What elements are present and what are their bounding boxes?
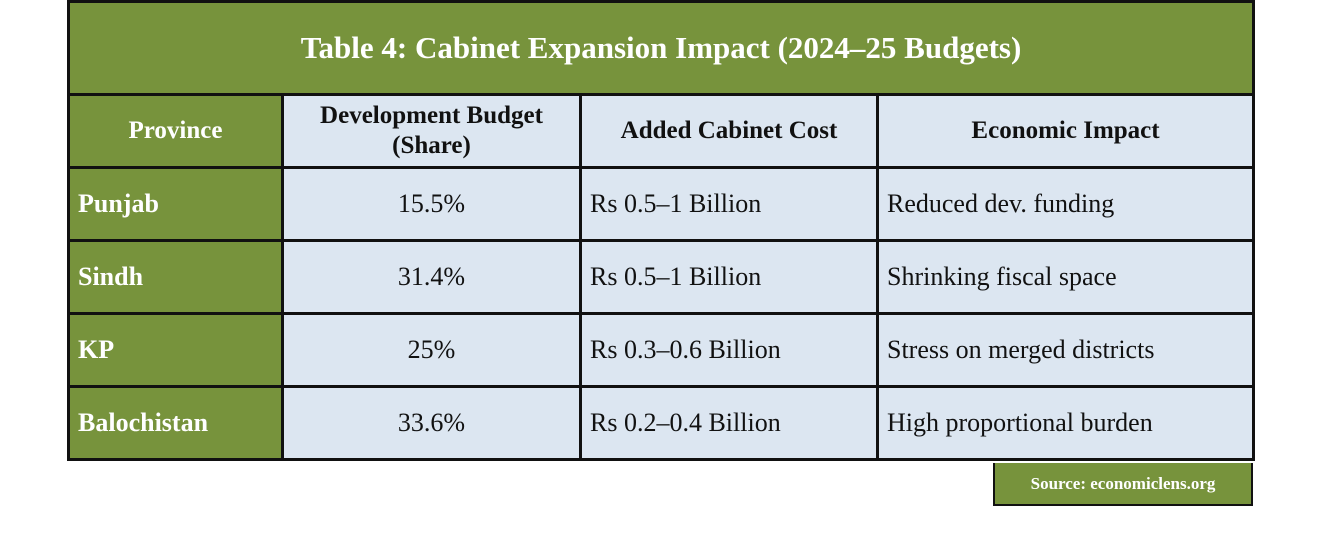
province-cell: Punjab [67,166,284,242]
cabinet-cost-cell: Rs 0.5–1 Billion [579,239,879,315]
header-province: Province [67,93,284,169]
table-row: Balochistan 33.6% Rs 0.2–0.4 Billion Hig… [67,385,1256,461]
source-label: Source: economiclens.org [993,463,1253,506]
header-row: Province Development Budget (Share) Adde… [67,93,1256,169]
cabinet-expansion-table: Table 4: Cabinet Expansion Impact (2024–… [66,0,1256,461]
economic-impact-cell: Reduced dev. funding [875,166,1256,242]
province-cell: Balochistan [67,385,284,461]
cabinet-cost-cell: Rs 0.5–1 Billion [579,166,879,242]
header-development-budget: Development Budget (Share) [281,93,582,169]
province-cell: Sindh [67,239,284,315]
header-added-cabinet-cost: Added Cabinet Cost [579,93,879,169]
table-title: Table 4: Cabinet Expansion Impact (2024–… [66,0,1256,96]
province-cell: KP [67,312,284,388]
header-economic-impact: Economic Impact [875,93,1256,169]
economic-impact-cell: Shrinking fiscal space [875,239,1256,315]
cabinet-cost-cell: Rs 0.2–0.4 Billion [579,385,879,461]
table-row: KP 25% Rs 0.3–0.6 Billion Stress on merg… [67,312,1256,388]
economic-impact-cell: High proportional burden [875,385,1256,461]
budget-share-cell: 15.5% [281,166,582,242]
budget-share-cell: 31.4% [281,239,582,315]
table-row: Punjab 15.5% Rs 0.5–1 Billion Reduced de… [67,166,1256,242]
cabinet-cost-cell: Rs 0.3–0.6 Billion [579,312,879,388]
budget-share-cell: 33.6% [281,385,582,461]
table-row: Sindh 31.4% Rs 0.5–1 Billion Shrinking f… [67,239,1256,315]
budget-share-cell: 25% [281,312,582,388]
economic-impact-cell: Stress on merged districts [875,312,1256,388]
